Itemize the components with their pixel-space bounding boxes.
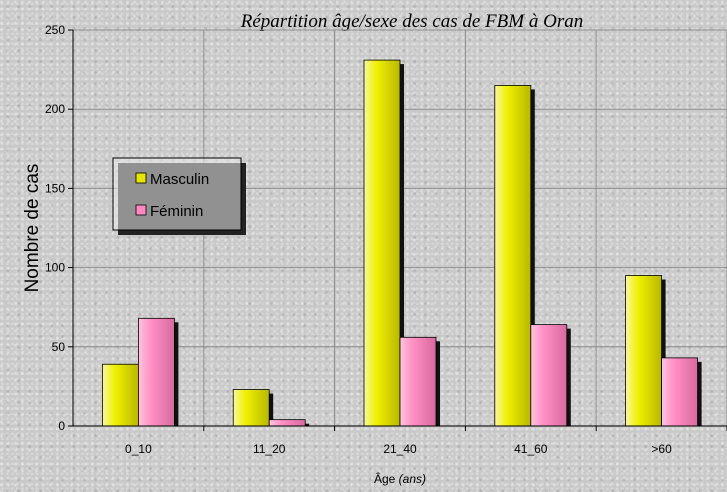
x-axis-label: Âge (ans) xyxy=(374,471,426,486)
bar-feminin xyxy=(399,336,437,427)
bar-feminin xyxy=(137,317,175,427)
legend-swatch-masculin xyxy=(135,172,147,184)
x-tick-label: 21_40 xyxy=(383,442,417,456)
x-tick-label: 41_60 xyxy=(514,442,548,456)
x-tick-label: >60 xyxy=(651,442,672,456)
chart-title: Répartition âge/sexe des cas de FBM à Or… xyxy=(240,11,583,32)
x-tick-label: 0_10 xyxy=(125,442,152,456)
bar-masculin xyxy=(232,389,270,427)
bar-masculin xyxy=(625,275,662,427)
x-axis-label-unit: (ans) xyxy=(399,472,426,486)
legend-box xyxy=(112,157,242,231)
y-tick-label: 150 xyxy=(45,181,65,195)
bar-masculin xyxy=(494,85,532,427)
y-tick-label: 250 xyxy=(45,23,65,37)
y-axis-label: Nombre de cas xyxy=(22,164,43,293)
y-tick-label: 50 xyxy=(52,340,66,354)
legend-swatch-feminin xyxy=(135,204,147,216)
y-tick-label: 100 xyxy=(45,261,65,275)
bars xyxy=(102,59,702,427)
bar-masculin xyxy=(102,363,139,427)
y-tick-label: 0 xyxy=(58,419,65,433)
tick-labels: 0 50 100 150 200 250 0_10 11_20 21_40 41_60 >60 xyxy=(45,23,672,456)
x-axis-label-text: Âge xyxy=(374,471,396,486)
bar-masculin xyxy=(363,59,401,427)
legend: Masculin Féminin xyxy=(112,157,246,235)
axes xyxy=(68,29,727,431)
bar-feminin xyxy=(530,324,568,427)
y-tick-label: 200 xyxy=(45,102,65,116)
plot-area xyxy=(68,29,727,431)
bar-feminin xyxy=(661,357,698,427)
x-tick-label: 11_20 xyxy=(253,442,286,456)
legend-label-feminin: Féminin xyxy=(150,203,203,220)
bar-feminin xyxy=(268,419,306,427)
legend-label-masculin: Masculin xyxy=(150,171,209,188)
